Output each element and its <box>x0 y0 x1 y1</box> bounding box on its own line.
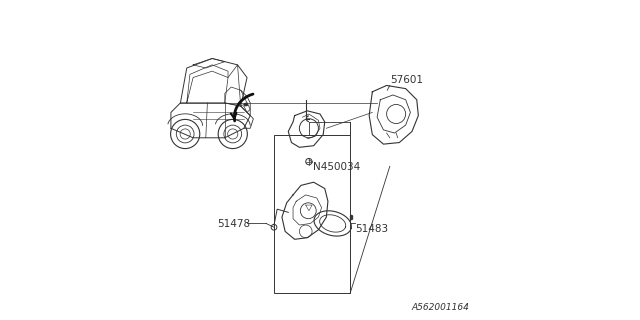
Bar <box>274 135 350 293</box>
Text: 51478: 51478 <box>217 219 250 229</box>
Text: N450034: N450034 <box>313 162 360 172</box>
Text: A562001164: A562001164 <box>412 303 469 312</box>
Text: 51483: 51483 <box>356 224 388 234</box>
Text: 57601: 57601 <box>390 75 424 84</box>
